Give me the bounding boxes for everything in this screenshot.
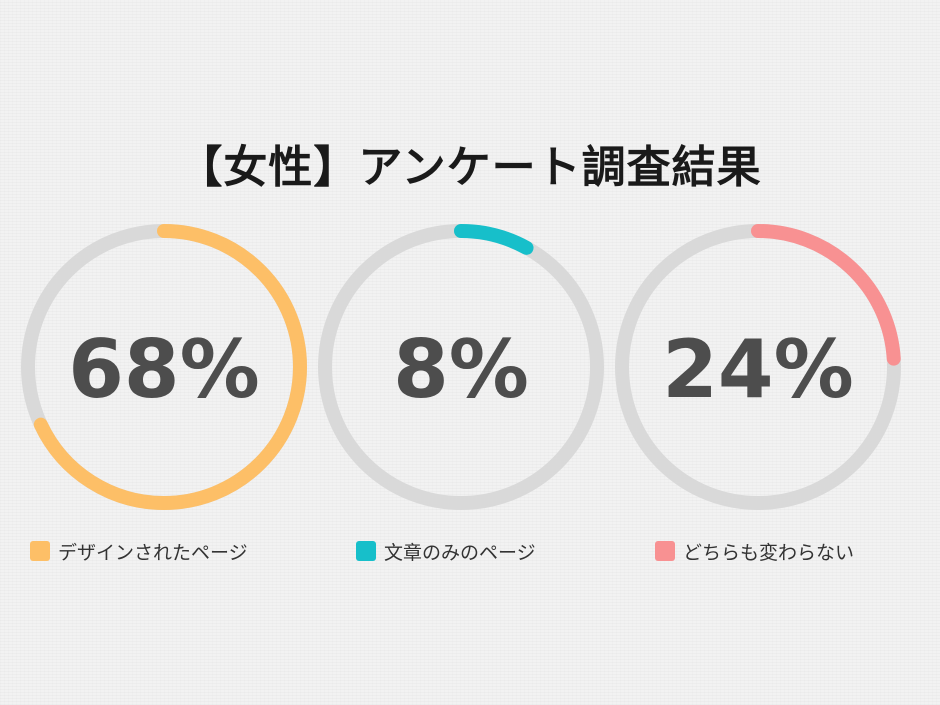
donut-value-label: 68% xyxy=(68,323,259,416)
legend-item-designed: デザインされたページ xyxy=(30,537,248,565)
legend-item-text-only: 文章のみのページ xyxy=(356,537,536,565)
legend-label: どちらも変わらない xyxy=(683,541,855,564)
legend-swatch xyxy=(30,541,50,561)
donut-value-label: 8% xyxy=(393,323,529,416)
legend-swatch xyxy=(655,541,675,561)
legend-swatch xyxy=(356,541,376,561)
legend-item-no-difference: どちらも変わらない xyxy=(655,537,854,565)
legend-label: デザインされたページ xyxy=(58,541,248,564)
donut-value-label: 24% xyxy=(662,323,853,416)
page-title: 【女性】アンケート調査結果 xyxy=(178,142,762,193)
donut-arc-0 xyxy=(21,224,307,510)
donut-arc-1 xyxy=(318,224,604,510)
legend-label: 文章のみのページ xyxy=(384,541,536,564)
donut-arc-2 xyxy=(615,224,901,510)
